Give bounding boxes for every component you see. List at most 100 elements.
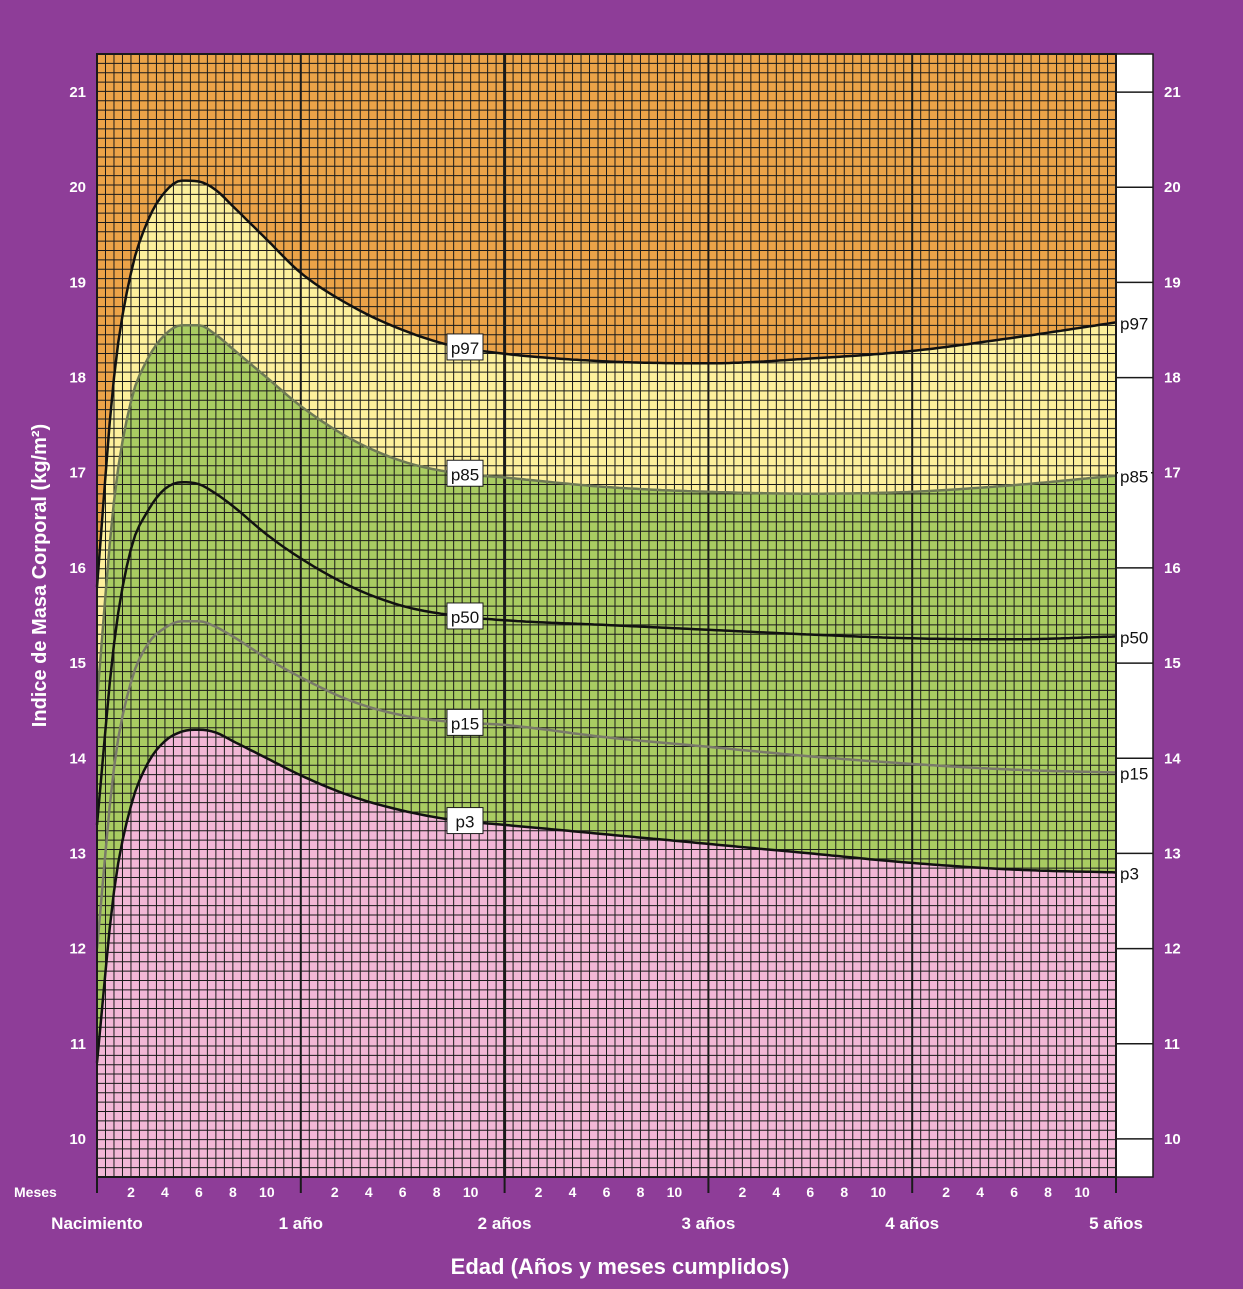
series-label-text: p3 — [456, 813, 475, 832]
series-label-text: p15 — [451, 714, 479, 733]
y-tick-label-right: 16 — [1164, 560, 1181, 577]
x-month-tick-label: 10 — [463, 1184, 479, 1200]
x-month-tick-label: 8 — [1044, 1184, 1052, 1200]
x-month-tick-label: 8 — [840, 1184, 848, 1200]
x-month-tick-label: 2 — [535, 1184, 543, 1200]
x-month-tick-label: 4 — [365, 1184, 373, 1200]
chart-labels: p97 p97 p85 p85 p50 p50 p15 p15 p3 p3 — [446, 309, 1151, 886]
months-row-label: Meses — [14, 1184, 57, 1200]
y-tick-label-left: 18 — [69, 370, 86, 387]
y-tick-label-right: 10 — [1164, 1131, 1181, 1148]
percentile-lines — [95, 179, 1117, 1063]
series-end-label-box — [1118, 309, 1151, 336]
right-axis-strip — [1115, 53, 1154, 1178]
y-tick-label-left: 10 — [69, 1131, 86, 1148]
series-label-text: p85 — [451, 465, 479, 484]
series-label-text: p97 — [451, 339, 479, 358]
y-tick-label-right: 17 — [1164, 465, 1181, 482]
y-tick-label-left: 21 — [69, 84, 86, 101]
series-label-box — [446, 333, 484, 361]
y-tick-label-left: 16 — [69, 560, 86, 577]
x-month-tick-label: 8 — [229, 1184, 237, 1200]
x-year-label: 5 años — [1089, 1214, 1143, 1233]
series-label-box — [446, 708, 484, 736]
x-month-tick-label: 2 — [127, 1184, 135, 1200]
series-line-p85 — [95, 323, 1117, 702]
x-month-tick-label: 2 — [738, 1184, 746, 1200]
y-tick-label-right: 14 — [1164, 750, 1181, 767]
y-tick-label-left: 11 — [70, 1036, 86, 1053]
chart-grid — [97, 54, 1116, 1177]
plot-frame — [96, 53, 1117, 1178]
y-tick-label-right: 21 — [1164, 84, 1181, 101]
series-end-label-p15: p15 — [1118, 759, 1151, 786]
y-tick-label-right: 12 — [1164, 941, 1181, 958]
series-label-box — [446, 459, 484, 487]
y-tick-label-right: 18 — [1164, 370, 1181, 387]
x-month-tick-label: 6 — [399, 1184, 407, 1200]
x-year-label: Nacimiento — [51, 1214, 143, 1233]
y-tick-label-right: 19 — [1164, 274, 1181, 291]
series-label-p3: p3 — [446, 807, 484, 835]
y-tick-label-right: 11 — [1164, 1036, 1180, 1053]
y-tick-label-right: 20 — [1164, 179, 1181, 196]
series-end-label-text: p97 — [1120, 314, 1148, 333]
series-end-label-text: p50 — [1120, 628, 1148, 647]
x-month-tick-label: 2 — [942, 1184, 950, 1200]
series-line-p50 — [95, 481, 1117, 826]
series-end-label-text: p3 — [1120, 864, 1139, 883]
series-line-p15 — [95, 619, 1117, 949]
x-month-tick-label: 2 — [331, 1184, 339, 1200]
x-axis-title: Edad (Años y meses cumplidos) — [451, 1254, 790, 1279]
series-end-label-text: p85 — [1120, 468, 1148, 487]
x-year-label: 1 año — [279, 1214, 323, 1233]
series-end-label-p85: p85 — [1118, 462, 1151, 489]
series-label-p15: p15 — [446, 708, 484, 736]
x-month-tick-label: 8 — [637, 1184, 645, 1200]
x-month-tick-label: 10 — [667, 1184, 683, 1200]
series-end-label-box — [1118, 462, 1151, 489]
x-month-tick-label: 10 — [870, 1184, 886, 1200]
series-line-p97 — [95, 179, 1117, 587]
x-year-label: 2 años — [478, 1214, 532, 1233]
series-end-label-box — [1118, 859, 1151, 886]
y-tick-label-left: 17 — [69, 465, 86, 482]
y-tick-label-right: 15 — [1164, 655, 1181, 672]
series-label-p97: p97 — [446, 333, 484, 361]
series-label-p50: p50 — [446, 602, 484, 630]
x-month-tick-label: 6 — [603, 1184, 611, 1200]
x-month-tick-label: 10 — [259, 1184, 275, 1200]
x-month-tick-label: 6 — [195, 1184, 203, 1200]
series-label-p85: p85 — [446, 459, 484, 487]
y-tick-label-left: 13 — [69, 845, 86, 862]
series-end-label-p97: p97 — [1118, 309, 1151, 336]
y-tick-label-left: 19 — [69, 274, 86, 291]
y-tick-label-left: 14 — [69, 750, 86, 767]
series-label-box — [446, 807, 484, 835]
x-month-tick-label: 4 — [976, 1184, 984, 1200]
x-month-tick-label: 8 — [433, 1184, 441, 1200]
x-month-tick-label: 4 — [772, 1184, 780, 1200]
x-month-tick-label: 10 — [1074, 1184, 1090, 1200]
series-end-label-box — [1118, 759, 1151, 786]
series-end-label-p50: p50 — [1118, 623, 1151, 650]
series-end-label-text: p15 — [1120, 765, 1148, 784]
x-year-label: 4 años — [885, 1214, 939, 1233]
y-axis-title: Indice de Masa Corporal (kg/m²) — [29, 424, 51, 727]
x-year-label: 3 años — [681, 1214, 735, 1233]
y-tick-label-left: 15 — [69, 655, 86, 672]
y-tick-label-left: 20 — [69, 179, 86, 196]
series-label-box — [446, 602, 484, 630]
x-month-tick-label: 6 — [1010, 1184, 1018, 1200]
x-month-tick-label: 6 — [806, 1184, 814, 1200]
right-strip-panel — [1115, 53, 1154, 1178]
series-line-p3 — [95, 728, 1117, 1063]
y-tick-label-right: 13 — [1164, 845, 1181, 862]
series-end-label-p3: p3 — [1118, 859, 1151, 886]
chart-axes: 10 10 11 11 12 12 13 13 14 14 15 15 16 16 17 17 18 18 19 19… — [51, 53, 1181, 1233]
series-label-text: p50 — [451, 608, 479, 627]
y-tick-label-left: 12 — [69, 941, 86, 958]
x-month-tick-label: 4 — [161, 1184, 169, 1200]
